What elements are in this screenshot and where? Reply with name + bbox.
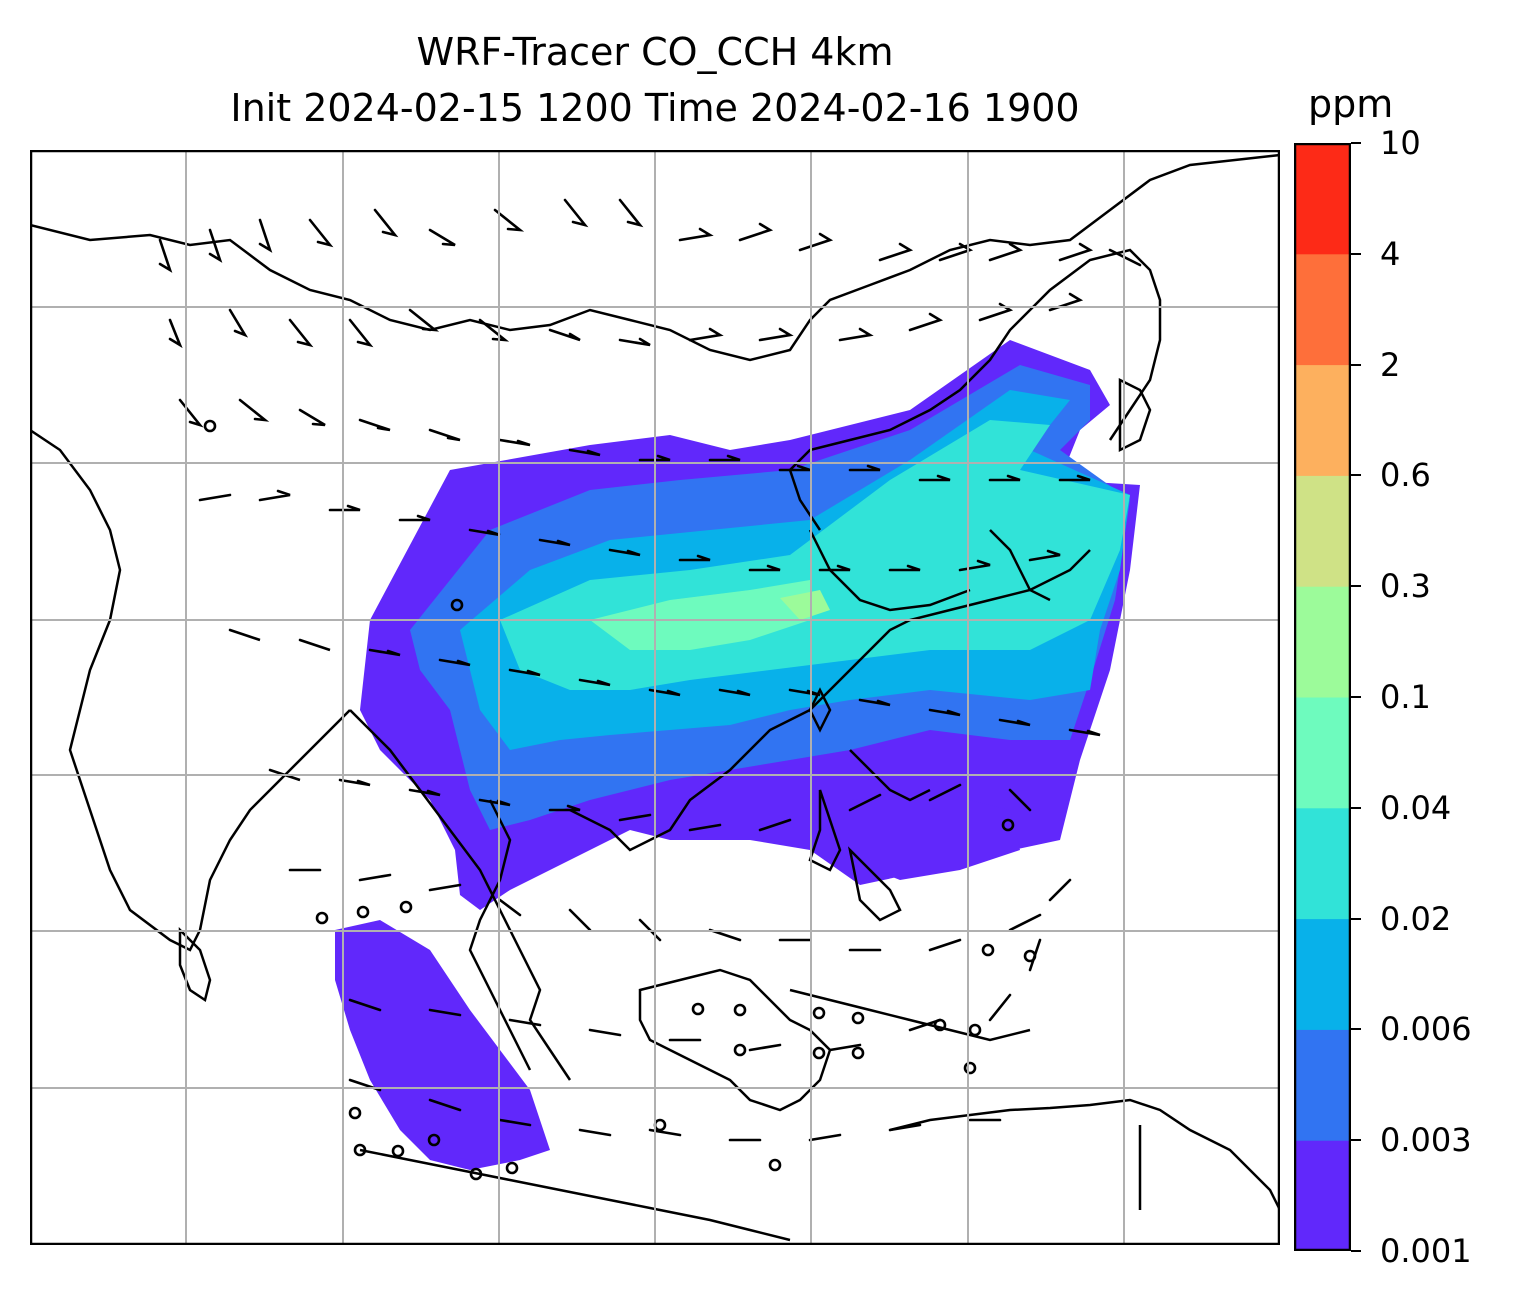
colorbar-segment: [1294, 143, 1351, 255]
colorbar-tick-label: 0.6: [1380, 456, 1431, 495]
colorbar-tick-mark: [1351, 1028, 1361, 1031]
colorbar-segment: [1294, 253, 1351, 366]
tracer-plume: [335, 340, 1140, 1170]
colorbar-tick-label: 0.1: [1380, 678, 1431, 716]
colorbar-tick-mark: [1351, 252, 1361, 255]
colorbar-segment: [1294, 807, 1351, 920]
colorbar-tick-mark: [1351, 142, 1361, 144]
colorbar-tick-mark: [1351, 474, 1361, 477]
plume-level-0001-east: [850, 790, 1020, 880]
gridlines: [30, 150, 1280, 1245]
colorbar-tick-mark: [1351, 806, 1361, 809]
colorbar-tick-label: 0.006: [1380, 1010, 1472, 1049]
colorbar-tick-label: 0.02: [1380, 899, 1452, 938]
colorbar: [1294, 143, 1351, 1251]
colorbar-segment: [1294, 918, 1351, 1030]
colorbar-tick-label: 0.003: [1380, 1121, 1472, 1160]
calm-wind-markers: [203, 419, 1037, 1181]
colorbar-segment: [1294, 475, 1351, 587]
colorbar-tick-label: 2: [1380, 345, 1401, 384]
colorbar-tick-label: 4: [1380, 234, 1401, 273]
plume-level-01: [780, 590, 830, 620]
colorbar-tick-mark: [1351, 917, 1361, 920]
plume-level-004: [590, 580, 810, 650]
colorbar-tick-mark: [1351, 696, 1361, 698]
colorbar-segment: [1294, 586, 1351, 698]
map-title: WRF-Tracer CO_CCH 4km: [416, 30, 894, 74]
colorbar-segment: [1294, 1029, 1351, 1141]
colorbar-tick-mark: [1351, 1250, 1361, 1252]
colorbar-segment: [1294, 697, 1351, 809]
colorbar-unit: ppm: [1308, 82, 1394, 126]
colorbar-segment: [1294, 1140, 1351, 1251]
colorbar-tick-label: 0.001: [1380, 1232, 1472, 1270]
map-subtitle: Init 2024-02-15 1200 Time 2024-02-16 190…: [230, 86, 1080, 130]
map-panel: [30, 150, 1280, 1245]
colorbar-tick-mark: [1351, 585, 1361, 588]
colorbar-segment: [1294, 364, 1351, 476]
colorbar-tick-mark: [1351, 363, 1361, 366]
plume-level-0001-south: [335, 920, 550, 1170]
colorbar-tick-mark: [1351, 1139, 1361, 1142]
colorbar-tick-label: 10: [1380, 124, 1421, 162]
colorbar-tick-label: 0.3: [1380, 567, 1431, 606]
wind-barbs: [158, 198, 1142, 1142]
coastlines: [30, 153, 1280, 1242]
colorbar-tick-label: 0.04: [1380, 788, 1452, 827]
